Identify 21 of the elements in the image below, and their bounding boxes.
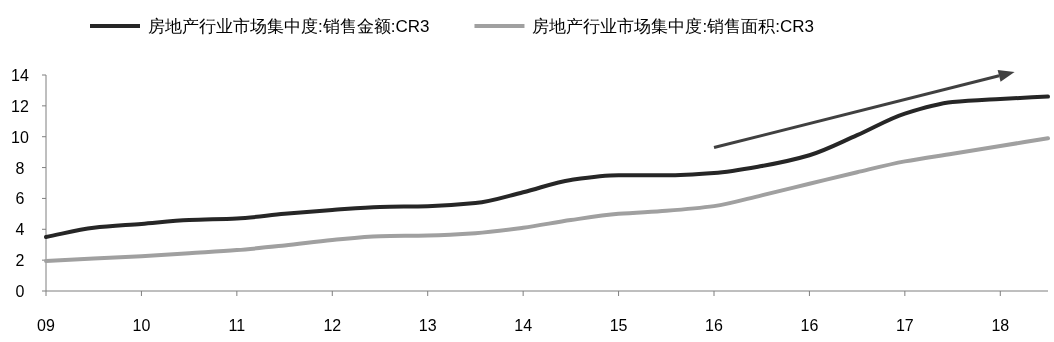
y-tick-label: 8	[15, 159, 25, 177]
x-tick-label: 18	[991, 317, 1010, 334]
y-tick-label: 4	[15, 221, 25, 239]
x-tick-label: 14	[514, 317, 533, 334]
y-tick-label: 10	[11, 128, 29, 146]
y-tick-label: 0	[15, 283, 25, 300]
y-tick-label: 12	[11, 97, 29, 115]
legend-label: 房地产行业市场集中度:销售金额:CR3	[148, 17, 430, 36]
y-tick-label: 6	[15, 190, 25, 208]
x-tick-label: 17	[895, 317, 914, 334]
x-tick-label: 11	[228, 317, 246, 334]
x-tick-label: 13	[418, 317, 437, 334]
x-tick-label: 15	[609, 317, 628, 334]
y-tick-label: 2	[15, 252, 25, 270]
legend-label: 房地产行业市场集中度:销售面积:CR3	[532, 17, 814, 36]
x-tick-label: 10	[132, 317, 151, 334]
x-tick-label: 16	[705, 317, 723, 334]
x-tick-label: 09	[37, 317, 55, 334]
x-tick-label: 12	[323, 317, 342, 334]
x-tick-label: 16	[800, 317, 819, 334]
y-tick-label: 14	[11, 67, 29, 84]
